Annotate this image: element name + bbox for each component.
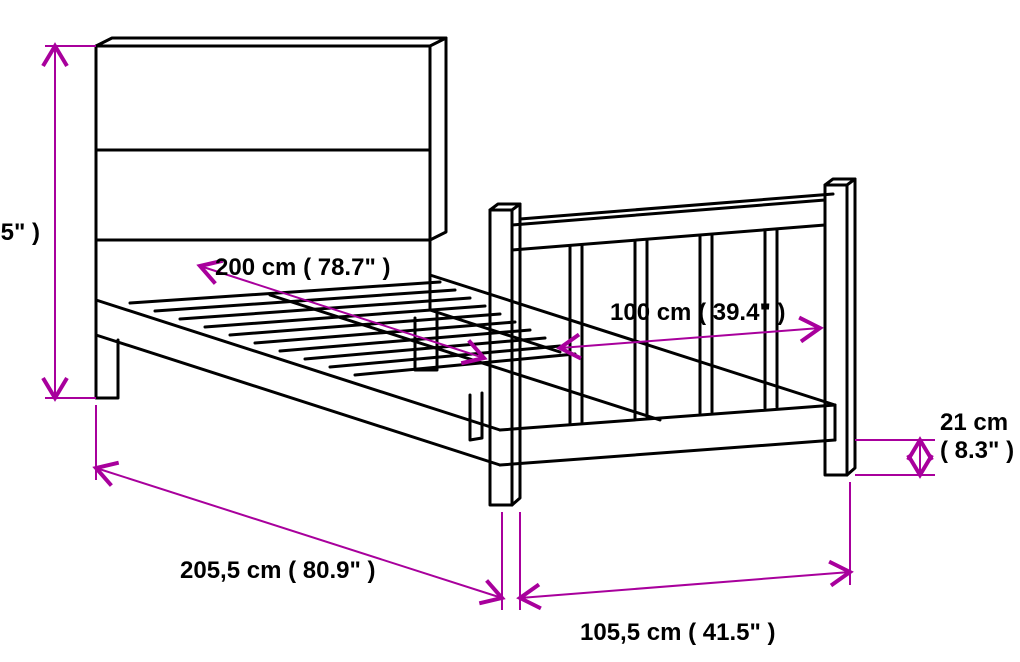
clearance-in: ( 8.3" ) — [940, 437, 1014, 464]
bed-dimension-diagram: 82,5 cm ( 32.5" ) 200 cm ( 78.7" ) 100 c… — [0, 0, 1020, 662]
inner-width-in: ( 39.4" ) — [698, 299, 785, 326]
bed-frame-drawing — [96, 38, 855, 505]
svg-text:200 cm ( 78.7" ): 200 cm ( 78.7" ) — [215, 254, 391, 281]
inner-width-cm: 100 cm — [610, 299, 691, 326]
svg-text:100 cm ( 39.4" ): 100 cm ( 39.4" ) — [610, 299, 786, 326]
outer-length-in: ( 80.9" ) — [288, 557, 375, 584]
height-in: ( 32.5" ) — [0, 219, 40, 246]
outer-width-in: ( 41.5" ) — [688, 619, 775, 646]
outer-length-cm: 205,5 cm — [180, 557, 281, 584]
svg-text:105,5 cm ( 41.5" ): 105,5 cm ( 41.5" ) — [580, 619, 776, 646]
clearance-cm: 21 cm — [940, 409, 1008, 436]
svg-text:82,5 cm ( 32.5" ): 82,5 cm ( 32.5" ) — [0, 219, 40, 246]
inner-length-cm: 200 cm — [215, 254, 296, 281]
inner-length-in: ( 78.7" ) — [303, 254, 390, 281]
svg-text:205,5 cm ( 80.9" ): 205,5 cm ( 80.9" ) — [180, 557, 376, 584]
outer-width-cm: 105,5 cm — [580, 619, 681, 646]
svg-text:21 cm ( 8.3" ): 21 cm ( 8.3" ) — [940, 409, 1015, 464]
dimension-labels: 82,5 cm ( 32.5" ) 200 cm ( 78.7" ) 100 c… — [0, 219, 1015, 646]
